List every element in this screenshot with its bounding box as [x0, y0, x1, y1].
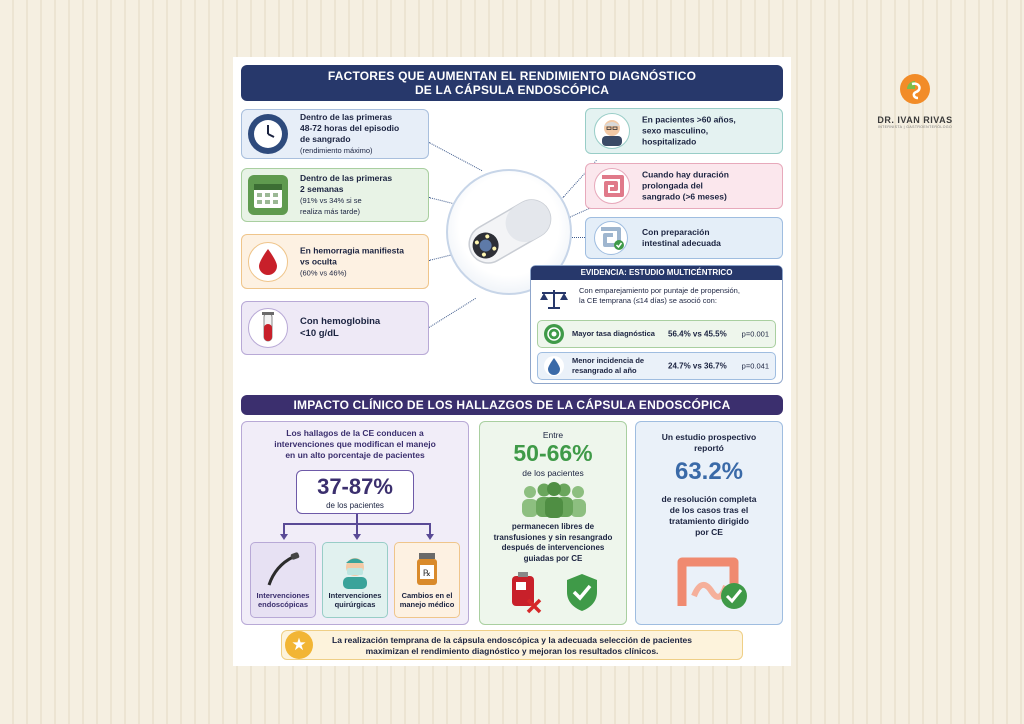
evidence-row-rebleeding: Menor incidencia de resangrado al año 24… [537, 352, 776, 380]
factor-card-hemorrhage: En hemorragia manifiesta vs oculta (60% … [241, 234, 429, 289]
logo-icon [900, 74, 930, 104]
evidence-desc-2: la CE temprana (≤14 días) se asoció con: [579, 296, 717, 305]
water-drop-icon [544, 356, 564, 376]
factor-card-prolonged-bleeding: Cuando hay duración prolongada del sangr… [585, 163, 783, 209]
logo-name: DR. IVAN RIVAS [877, 115, 953, 125]
blood-bag-no-icon [512, 572, 542, 614]
connector [569, 237, 591, 238]
evidence-row-diagnostic: Mayor tasa diagnóstica 56.4% vs 45.5% p=… [537, 320, 776, 348]
medicine-bottle-icon: ℞ [417, 553, 437, 585]
impact-panel-interventions: Los hallagos de la CE conducen a interve… [241, 421, 469, 625]
impact-title: IMPACTO CLÍNICO DE LOS HALLAZGOS DE LA C… [241, 395, 783, 415]
evidence-heading: EVIDENCIA: ESTUDIO MULTICÉNTRICO [531, 266, 782, 280]
capsule-icon [468, 199, 552, 264]
impact-panel-transfusion: Entre 50-66% de los pacientes permanecen… [479, 421, 627, 625]
factor-card-48-72h: Dentro de las primeras 48-72 horas del e… [241, 109, 429, 159]
factor-card-bowel-prep: Con preparación intestinal adecuada [585, 217, 783, 259]
surgeon-icon [343, 558, 367, 589]
endoscope-icon [267, 552, 300, 586]
intestine-icon [594, 168, 630, 204]
connector [428, 297, 476, 328]
target-icon [544, 324, 564, 344]
item-endoscopic: Intervenciones endoscópicas [250, 542, 316, 618]
factor-card-patients-60: En pacientes >60 años, sexo masculino, h… [585, 108, 783, 154]
test-tube-icon [248, 308, 288, 348]
logo-subtitle: INTERNISTA | GASTROENTERÓLOGO [877, 125, 953, 129]
calendar-icon [248, 175, 288, 215]
infographic-sheet: FACTORES QUE AUMENTAN EL RENDIMIENTO DIA… [233, 57, 791, 666]
item-medical: ℞ Cambios en el manejo médico [394, 542, 460, 618]
evidence-desc-1: Con emparejamiento por puntaje de propen… [579, 286, 740, 295]
balance-scale-icon [540, 290, 568, 309]
blood-drop-icon [248, 241, 288, 282]
evidence-box: EVIDENCIA: ESTUDIO MULTICÉNTRICO Con emp… [530, 265, 783, 384]
factor-card-hemoglobin: Con hemoglobina <10 g/dL [241, 301, 429, 355]
factor-card-2-weeks: Dentro de las primeras 2 semanas (91% vs… [241, 168, 429, 222]
intestine-check-icon [594, 221, 628, 255]
patient-group-icon [522, 482, 586, 518]
colon-check-icon [677, 557, 747, 609]
connector [428, 142, 483, 172]
branch-arrows [280, 514, 434, 540]
shield-check-icon [567, 574, 597, 611]
conclusion-box: La realización temprana de la cápsula en… [281, 630, 743, 660]
range-box: 37-87% de los pacientes [296, 470, 414, 514]
impact-panel-resolution: Un estudio prospectivo reportó 63.2% de … [635, 421, 783, 625]
brand-logo: DR. IVAN RIVAS INTERNISTA | GASTROENTERÓ… [870, 72, 960, 132]
clock-icon [248, 114, 288, 154]
star-icon: ★ [285, 631, 313, 659]
elderly-man-icon [594, 113, 630, 149]
item-surgical: Intervenciones quirúrgicas [322, 542, 388, 618]
svg-text:℞: ℞ [423, 569, 431, 579]
main-title: FACTORES QUE AUMENTAN EL RENDIMIENTO DIA… [241, 65, 783, 101]
